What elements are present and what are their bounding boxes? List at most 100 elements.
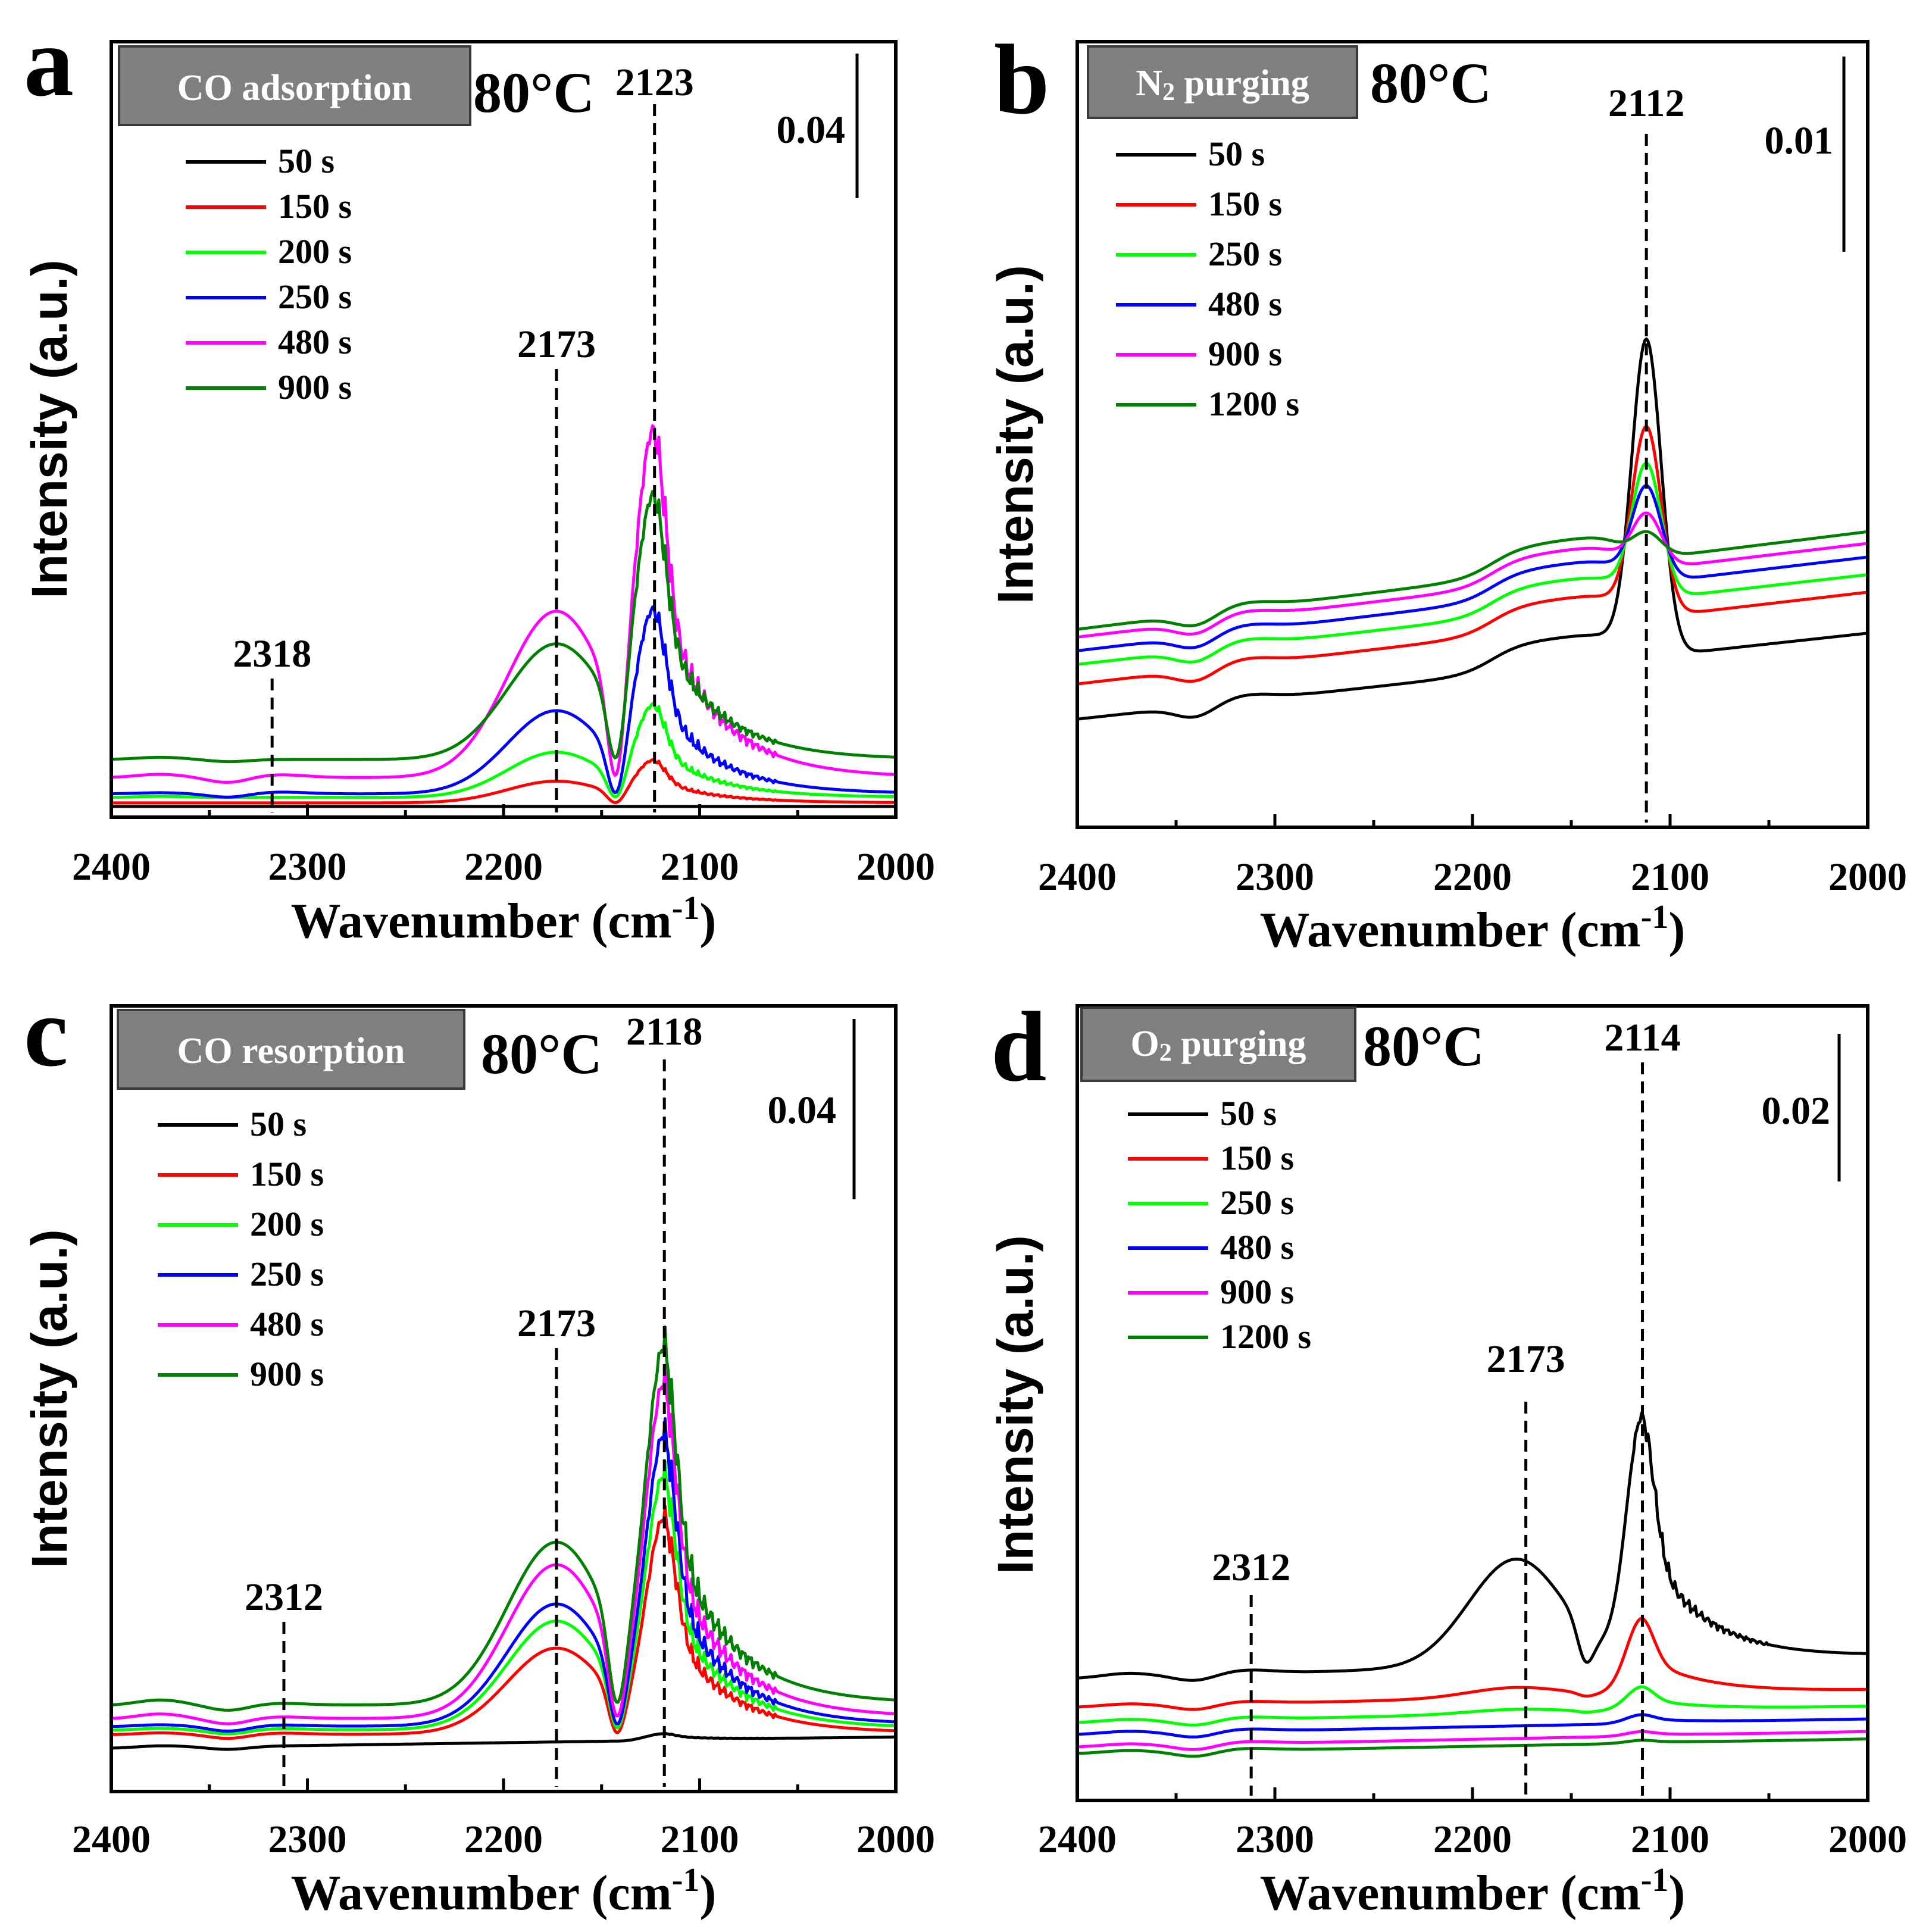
panel-a-peak-label-2173: 2173	[517, 323, 596, 366]
panel-d-scale-label: 0.02	[1762, 1089, 1831, 1133]
panel-d-peak-label-2312: 2312	[1212, 1546, 1290, 1589]
panel-d-series-1200s	[1077, 1737, 1867, 1758]
panel-a-legend-label-250s: 250 s	[278, 277, 352, 316]
panel-a-legend-label-900s: 900 s	[278, 368, 352, 407]
panel-d-legend-label-50s: 50 s	[1220, 1094, 1277, 1133]
panel-b-series-480s	[1077, 484, 1867, 652]
panel-c-badge-text: CO resorption	[177, 1031, 405, 1071]
panel-d-peak-label-2173: 2173	[1487, 1337, 1565, 1381]
panel-d-series-50s	[1077, 1411, 1867, 1682]
panel-d-series	[1077, 1411, 1867, 1758]
panel-b-x-ticks: 2400 2300 2200 2100 2000	[1038, 814, 1907, 899]
panel-letter-a: a	[24, 7, 74, 117]
panel-b-legend-label-50s: 50 s	[1208, 135, 1265, 173]
panel-d-temperature: 80°C	[1363, 1014, 1484, 1078]
panel-c-scale-label: 0.04	[768, 1089, 837, 1132]
panel-b-series-50s	[1077, 337, 1867, 721]
panel-c-series-200s	[111, 1460, 895, 1736]
panel-a-x-tick-label-2400: 2400	[72, 845, 151, 889]
panel-a-legend: 50 s 150 s 200 s 250 s 480 s 900 s	[186, 142, 352, 407]
panel-d-series-250s	[1077, 1685, 1867, 1727]
panel-b-peak-label-2112: 2112	[1608, 82, 1684, 125]
panel-c-legend-label-150s: 150 s	[250, 1155, 324, 1193]
panel-b-x-tick-label-2100: 2100	[1631, 855, 1709, 899]
panel-c-badge	[117, 1009, 465, 1090]
panel-a-series	[111, 424, 895, 808]
panel-c-legend: 50 s 150 s 200 s 250 s 480 s 900 s	[158, 1105, 324, 1393]
panel-b-badge-text: N2 purging	[1136, 63, 1309, 106]
panel-a-peak-label-2123: 2123	[615, 61, 694, 104]
panel-b-series-150s	[1077, 425, 1867, 686]
panel-c-legend-label-200s: 200 s	[250, 1205, 324, 1243]
panel-letter-d: d	[991, 992, 1046, 1102]
panel-c-series-900s	[111, 1325, 895, 1712]
panel-b-x-tick-label-2000: 2000	[1828, 855, 1907, 899]
panel-d-peak-lines	[1249, 1062, 1645, 1796]
panel-b-series	[1077, 337, 1867, 721]
panel-c-series-50s	[111, 1731, 895, 1751]
panel-c-peak-label-2173: 2173	[517, 1302, 596, 1345]
panel-c-series-150s	[111, 1505, 895, 1740]
panel-a-x-tick-label-2000: 2000	[856, 845, 935, 889]
panel-a-peak-label-2318: 2318	[233, 632, 311, 676]
panel-d-legend-label-150s: 150 s	[1220, 1139, 1294, 1177]
panel-b-legend-label-250s: 250 s	[1208, 235, 1282, 273]
panel-a-x-tick-label-2200: 2200	[464, 845, 543, 889]
panel-a-x-tick-label-2300: 2300	[268, 845, 347, 889]
panel-c-series-250s	[111, 1417, 895, 1733]
panel-d-series-900s	[1077, 1730, 1867, 1751]
panel-a-legend-label-150s: 150 s	[278, 187, 352, 226]
panel-b-legend-label-900s: 900 s	[1208, 334, 1282, 373]
panel-c-legend-label-480s: 480 s	[250, 1305, 324, 1343]
panel-letter-b: b	[994, 24, 1049, 135]
panel-d-series-150s	[1077, 1617, 1867, 1711]
panel-b-x-tick-label-2200: 2200	[1433, 855, 1512, 899]
panel-c: c 2400 2300 2200 2100 2000 CO resorption 80°…	[21, 977, 935, 1921]
panel-a-x-ticks: 2400 2300 2200 2100 2000	[72, 804, 935, 889]
panel-b-series-250s	[1077, 461, 1867, 666]
panel-a: a 2400 2300 2200 2100 2000 CO adsorption 80°…	[21, 7, 935, 949]
panel-c-legend-label-50s: 50 s	[250, 1105, 307, 1143]
panel-d-peak-label-2114: 2114	[1604, 1016, 1680, 1059]
panel-a-axes-frame	[110, 40, 898, 819]
panel-b-series-900s	[1077, 511, 1867, 639]
panel-c-series	[111, 1325, 895, 1751]
panel-a-scale-label: 0.04	[777, 108, 846, 152]
panel-b-scale-label: 0.01	[1765, 119, 1834, 162]
panel-d-badge	[1080, 1006, 1356, 1082]
panel-c-x-tick-label-2400: 2400	[72, 1818, 151, 1861]
panel-b-series-1200s	[1077, 530, 1867, 631]
panel-c-ylabel: Intensity (a.u.)	[21, 1229, 77, 1568]
panel-a-ylabel: Intensity (a.u.)	[21, 260, 77, 598]
panel-a-badge-text: CO adsorption	[177, 68, 412, 108]
panel-a-x-tick-label-2100: 2100	[661, 845, 739, 889]
panel-a-series-250s	[111, 605, 895, 799]
panel-a-series-150s	[111, 758, 895, 805]
panel-d-legend: 50 s 150 s 250 s 480 s 900 s 1200 s	[1128, 1094, 1311, 1356]
panel-c-temperature: 80°C	[481, 1022, 602, 1086]
panel-b-legend-label-1200s: 1200 s	[1208, 384, 1299, 423]
panel-c-x-ticks: 2400 2300 2200 2100 2000	[72, 1778, 935, 1861]
panel-b-badge	[1087, 45, 1358, 119]
panel-d-legend-label-1200s: 1200 s	[1220, 1317, 1311, 1356]
panel-a-legend-label-50s: 50 s	[278, 142, 334, 180]
panel-c-series-480s	[111, 1364, 895, 1725]
panel-b-x-tick-label-2300: 2300	[1236, 855, 1314, 899]
panel-d-x-tick-label-2000: 2000	[1828, 1818, 1907, 1861]
panel-c-x-tick-label-2000: 2000	[856, 1818, 935, 1861]
panel-d-xlabel: Wavenumber (cm-1)	[1260, 1862, 1686, 1921]
panel-d-legend-label-480s: 480 s	[1220, 1228, 1294, 1267]
panel-d-legend-label-250s: 250 s	[1220, 1183, 1294, 1222]
panel-d-x-ticks: 2400 2300 2200 2100 2000	[1038, 1787, 1907, 1861]
panel-a-badge	[118, 45, 471, 126]
panel-d-ylabel: Intensity (a.u.)	[987, 1235, 1043, 1574]
panel-c-x-tick-label-2200: 2200	[464, 1818, 543, 1861]
panel-d-x-tick-label-2300: 2300	[1236, 1818, 1314, 1861]
panel-b-ylabel: Intensity (a.u.)	[987, 265, 1043, 604]
panel-a-peak-lines	[270, 104, 656, 812]
panel-d-x-tick-label-2400: 2400	[1038, 1818, 1117, 1861]
panel-d: d 2400 2300 2200 2100 2000 O2 purging 80°C 0…	[987, 992, 1907, 1921]
panel-d-x-tick-label-2200: 2200	[1433, 1818, 1512, 1861]
panel-letter-c: c	[24, 977, 68, 1087]
